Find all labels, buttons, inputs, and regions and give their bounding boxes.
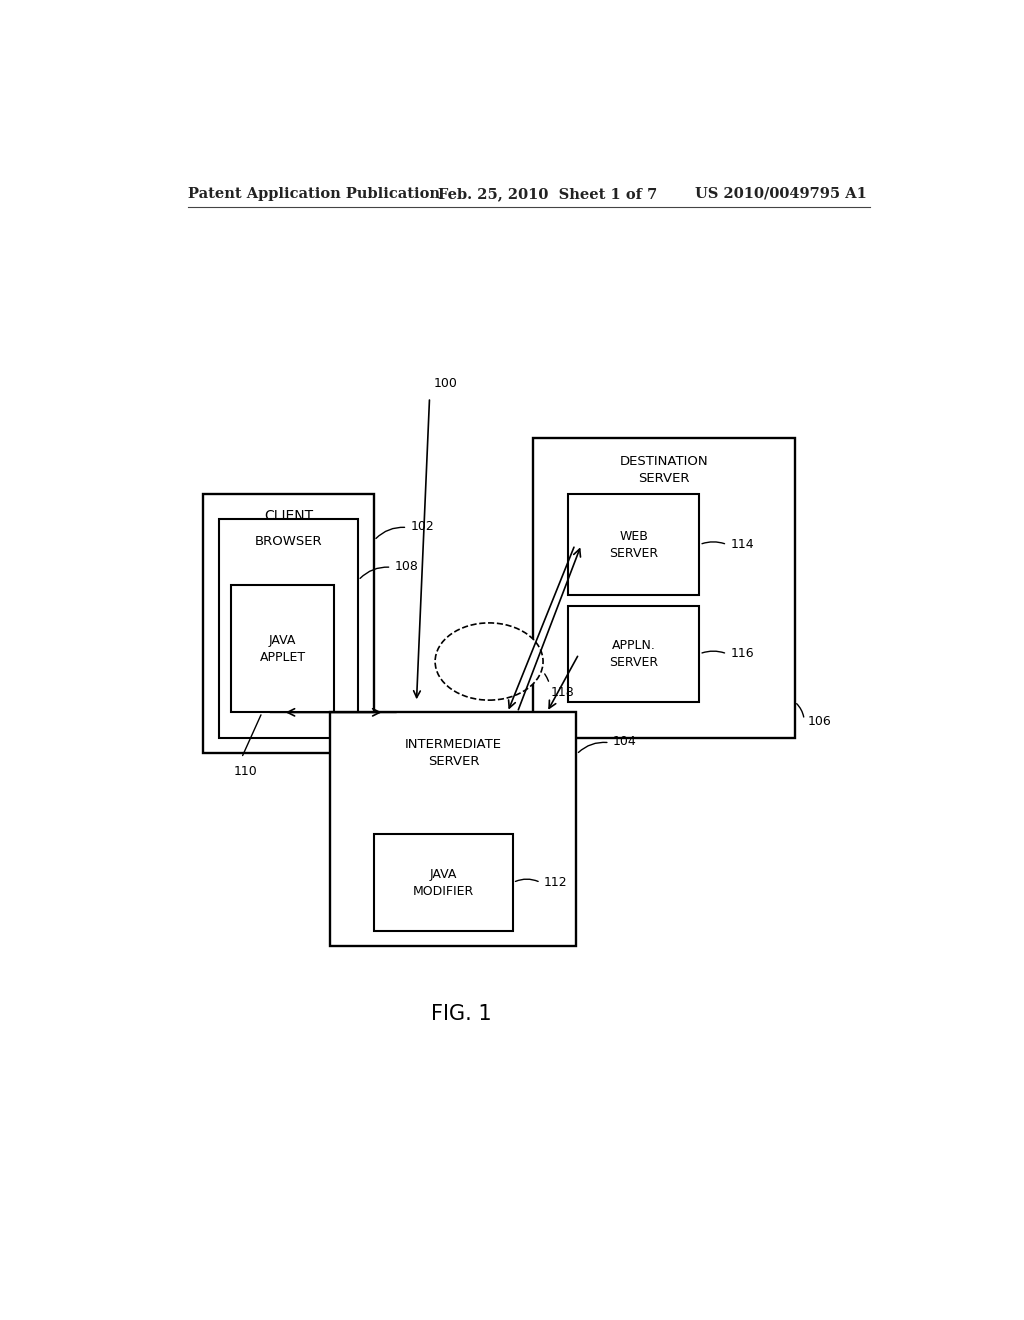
Text: DESTINATION
SERVER: DESTINATION SERVER: [620, 455, 708, 486]
Bar: [374, 834, 513, 931]
Bar: [532, 438, 795, 738]
Text: CLIENT: CLIENT: [264, 510, 313, 523]
Text: JAVA
MODIFIER: JAVA MODIFIER: [413, 867, 474, 898]
Text: Feb. 25, 2010  Sheet 1 of 7: Feb. 25, 2010 Sheet 1 of 7: [437, 187, 656, 201]
Text: JAVA
APPLET: JAVA APPLET: [260, 634, 306, 664]
Text: BROWSER: BROWSER: [255, 535, 323, 548]
Text: 102: 102: [411, 520, 434, 533]
Text: 116: 116: [730, 647, 754, 660]
Bar: [568, 494, 699, 595]
Text: 104: 104: [613, 735, 637, 748]
Text: FIG. 1: FIG. 1: [431, 1005, 492, 1024]
Bar: [231, 585, 334, 713]
Text: 114: 114: [730, 539, 754, 552]
Bar: [204, 494, 374, 752]
Text: Patent Application Publication: Patent Application Publication: [187, 187, 439, 201]
Bar: [568, 606, 699, 702]
Text: 110: 110: [233, 764, 257, 777]
Text: US 2010/0049795 A1: US 2010/0049795 A1: [695, 187, 867, 201]
Text: 108: 108: [394, 560, 419, 573]
Ellipse shape: [435, 623, 543, 700]
Text: INTERMEDIATE
SERVER: INTERMEDIATE SERVER: [404, 738, 502, 768]
Bar: [219, 519, 358, 738]
Text: 106: 106: [807, 714, 831, 727]
Text: 112: 112: [544, 876, 567, 890]
Bar: [331, 713, 577, 946]
Text: WEB
SERVER: WEB SERVER: [609, 529, 658, 560]
Text: APPLN.
SERVER: APPLN. SERVER: [609, 639, 658, 669]
Text: 118: 118: [551, 685, 574, 698]
Text: 100: 100: [433, 378, 458, 391]
